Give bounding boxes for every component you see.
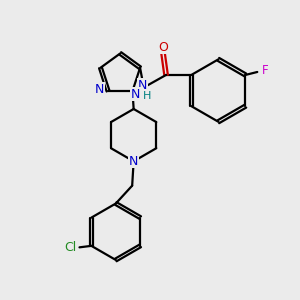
Text: N: N	[131, 88, 140, 100]
Text: N: N	[129, 155, 138, 168]
Text: Cl: Cl	[64, 241, 76, 254]
Text: F: F	[261, 64, 268, 77]
Text: N: N	[138, 79, 147, 92]
Text: N: N	[95, 83, 104, 96]
Text: H: H	[142, 91, 151, 101]
Text: O: O	[158, 40, 168, 53]
